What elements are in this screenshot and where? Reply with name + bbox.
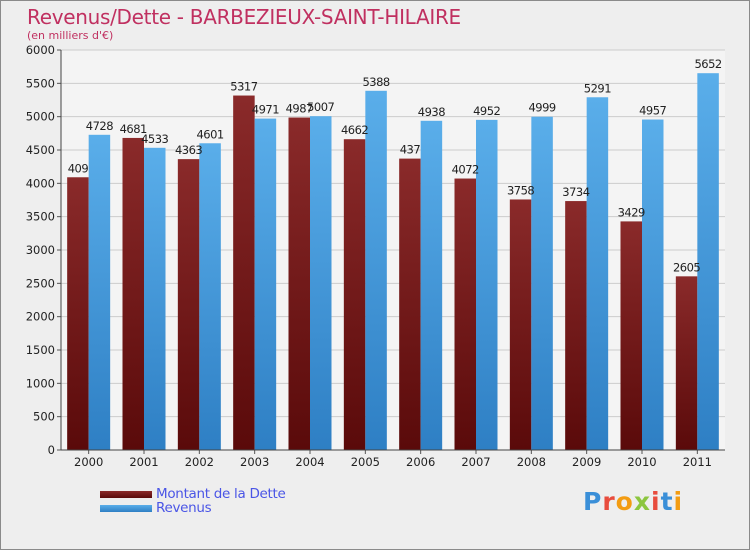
- logo-letter: x: [633, 487, 651, 516]
- bar-revenus: [586, 97, 609, 451]
- logo-letter: P: [583, 487, 603, 516]
- data-label: 409: [68, 161, 89, 175]
- y-tick-label: 6000: [26, 43, 55, 57]
- proxiti-logo: Proxiti: [583, 487, 683, 516]
- bar-revenus: [697, 73, 719, 450]
- data-label: 5388: [362, 75, 389, 89]
- legend-swatch-revenus: [100, 505, 152, 512]
- bar-dette: [454, 178, 476, 451]
- bar-dette: [67, 177, 89, 450]
- bar-dette: [399, 158, 421, 450]
- data-label: 4728: [86, 119, 113, 133]
- data-label: 4957: [639, 104, 666, 118]
- bar-revenus: [88, 134, 111, 451]
- data-label: 4999: [528, 101, 555, 115]
- y-tick-label: 3000: [26, 243, 55, 257]
- y-tick-label: 4500: [26, 143, 55, 157]
- bar-revenus: [199, 143, 221, 450]
- logo-letter: o: [615, 487, 634, 516]
- bar-dette: [509, 199, 532, 450]
- bar-revenus: [420, 120, 443, 451]
- x-tick-label: 2006: [406, 455, 435, 469]
- chart-subtitle: (en milliers d'€): [27, 29, 114, 42]
- bar-dette: [233, 95, 255, 451]
- y-tick-label: 5000: [26, 110, 55, 124]
- bar-revenus: [476, 119, 498, 450]
- data-label: 3734: [562, 185, 589, 199]
- bar-revenus: [531, 116, 553, 450]
- data-label: 4072: [452, 163, 479, 177]
- bar-dette: [343, 139, 366, 450]
- y-tick-label: 1500: [26, 343, 55, 357]
- data-label: 2605: [673, 260, 700, 274]
- bar-dette: [565, 201, 587, 450]
- legend-label-revenus: Revenus: [156, 500, 212, 516]
- bar-dette: [675, 276, 698, 450]
- data-label: 4938: [418, 105, 445, 119]
- chart-title: Revenus/Dette - BARBEZIEUX-SAINT-HILAIRE: [27, 5, 461, 29]
- y-tick-label: 500: [33, 410, 55, 424]
- y-tick-label: 0: [48, 443, 55, 457]
- data-label: 3429: [618, 205, 645, 219]
- data-label: 3758: [507, 183, 534, 197]
- x-tick-label: 2008: [517, 455, 546, 469]
- data-label: 4601: [196, 127, 223, 141]
- x-tick-label: 2010: [627, 455, 656, 469]
- y-tick-label: 1000: [26, 376, 55, 390]
- legend-label-dette: Montant de la Dette: [156, 486, 286, 502]
- x-tick-label: 2004: [295, 455, 324, 469]
- y-tick-label: 2500: [26, 276, 55, 290]
- bar-revenus: [642, 119, 664, 451]
- logo-letter: t: [660, 487, 674, 516]
- x-tick-label: 2005: [351, 455, 380, 469]
- bar-dette: [122, 137, 144, 450]
- data-label: 5317: [230, 80, 257, 94]
- y-tick-label: 4000: [26, 176, 55, 190]
- x-tick-label: 2001: [129, 455, 158, 469]
- bar-dette: [620, 221, 642, 450]
- data-label: 5652: [694, 57, 721, 71]
- bar-revenus: [144, 147, 166, 451]
- y-tick-label: 3500: [26, 210, 55, 224]
- y-tick-label: 5500: [26, 76, 55, 90]
- axes: 0 500 1000 1500 2000 2500 3000 3500 4000 4500 5000…: [26, 43, 725, 469]
- data-label: 4952: [473, 104, 500, 118]
- x-tick-label: 2009: [572, 455, 601, 469]
- bar-revenus: [254, 118, 277, 450]
- data-label: 4363: [175, 143, 202, 157]
- bar-revenus: [310, 116, 332, 450]
- x-tick-label: 2007: [461, 455, 490, 469]
- data-label: 4681: [120, 122, 147, 136]
- logo-letter: i: [673, 487, 684, 516]
- data-label: 4987: [286, 102, 313, 116]
- bar-dette: [288, 117, 310, 451]
- x-tick-label: 2000: [74, 455, 103, 469]
- x-tick-label: 2002: [185, 455, 214, 469]
- legend-swatch-dette: [100, 491, 152, 498]
- bar-revenus: [365, 90, 387, 451]
- x-tick-label: 2003: [240, 455, 269, 469]
- data-label: 4662: [341, 123, 368, 137]
- data-label: 4971: [252, 103, 279, 117]
- data-label: 437: [400, 143, 421, 157]
- data-label: 4533: [141, 132, 168, 146]
- x-tick-label: 2011: [683, 455, 712, 469]
- bars: [67, 73, 719, 451]
- logo-letter: r: [602, 487, 616, 516]
- data-label: 5007: [307, 100, 334, 114]
- logo-letter: i: [651, 487, 661, 516]
- bar-dette: [177, 159, 200, 450]
- y-tick-label: 2000: [26, 310, 55, 324]
- data-label: 5291: [584, 81, 611, 95]
